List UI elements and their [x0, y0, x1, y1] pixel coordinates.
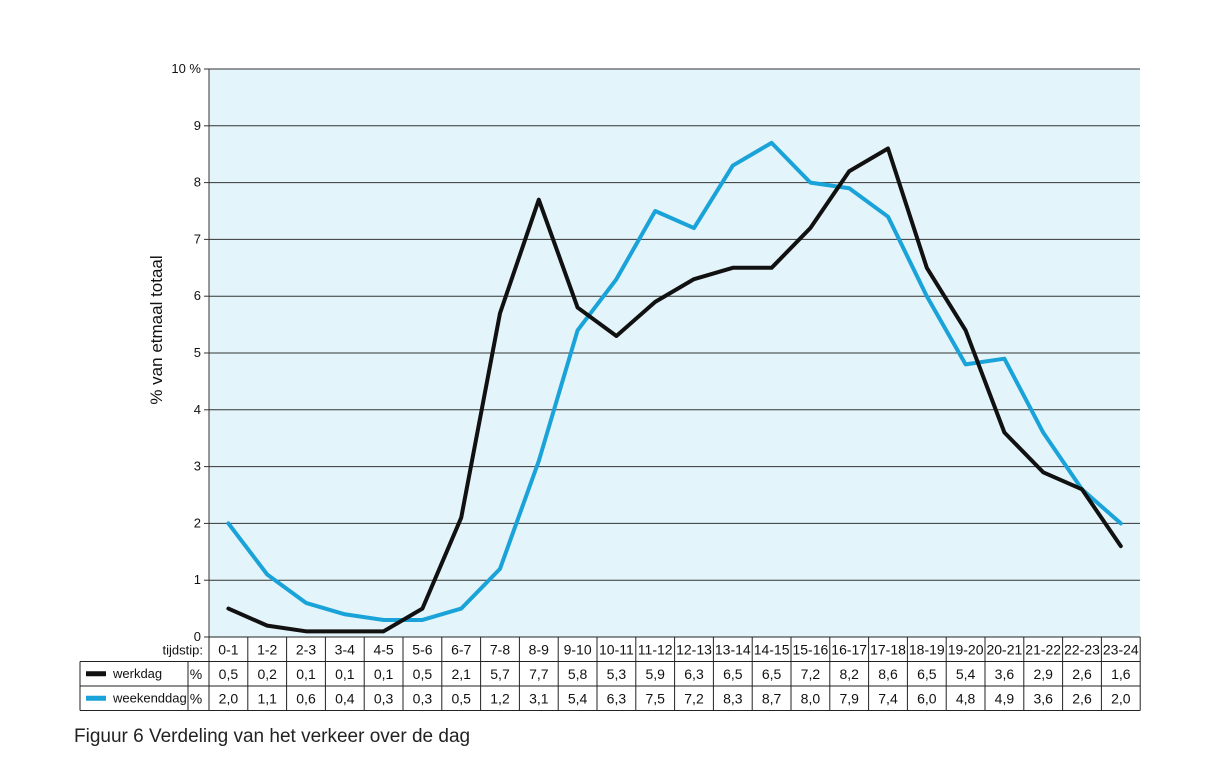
series-line-weekenddag: [226, 140, 1123, 622]
x-tick-label: 18-19: [909, 641, 945, 657]
table-cell-werkdag: 5,3: [607, 666, 627, 682]
table-cell-werkdag: 0,1: [374, 666, 394, 682]
table-cell-weekenddag: 2,0: [1111, 690, 1131, 706]
table-cell-weekenddag: 4,9: [995, 690, 1015, 706]
table-cell-werkdag: 6,5: [762, 666, 782, 682]
table-cell-weekenddag: 6,0: [917, 690, 937, 706]
unit-label: %: [190, 666, 202, 682]
table-cell-weekenddag: 7,9: [839, 690, 859, 706]
table-cell-weekenddag: 6,3: [607, 690, 627, 706]
y-tick-label: 8: [194, 175, 201, 190]
x-tick-label: 4-5: [373, 641, 393, 657]
y-tick-label: 3: [194, 459, 201, 474]
table-cell-werkdag: 7,7: [529, 666, 549, 682]
x-tick-label: 7-8: [490, 641, 510, 657]
x-tick-label: 14-15: [754, 641, 790, 657]
y-axis-label: % van etmaal totaal: [147, 255, 166, 404]
table-cell-weekenddag: 3,6: [1033, 690, 1053, 706]
x-tick-label: 15-16: [792, 641, 828, 657]
table-cell-weekenddag: 2,0: [219, 690, 239, 706]
x-tick-label: 5-6: [412, 641, 432, 657]
x-tick-label: 13-14: [715, 641, 751, 657]
table-cell-werkdag: 5,8: [568, 666, 588, 682]
figure-caption: Figuur 6 Verdeling van het verkeer over …: [74, 726, 471, 747]
table-cell-weekenddag: 4,8: [956, 690, 976, 706]
x-tick-label: 8-9: [529, 641, 549, 657]
table-cell-weekenddag: 1,1: [257, 690, 277, 706]
table-cell-werkdag: 0,2: [257, 666, 277, 682]
table-cell-werkdag: 6,3: [684, 666, 704, 682]
table-cell-weekenddag: 7,2: [684, 690, 704, 706]
x-tick-label: 9-10: [564, 641, 592, 657]
x-tick-label: 21-22: [1025, 641, 1061, 657]
x-tick-label: 17-18: [870, 641, 906, 657]
legend-label-weekenddag: weekenddag: [112, 690, 187, 705]
data-table: tijdstip: 0-1 1-2 2-3 3-4 4-5 5-6 6-7 7-8 8-9 9-10…: [79, 636, 1141, 711]
x-tick-label: 0-1: [218, 641, 238, 657]
table-cell-werkdag: 3,6: [995, 666, 1015, 682]
table-cell-weekenddag: 8,3: [723, 690, 743, 706]
table-cell-weekenddag: 0,5: [451, 690, 471, 706]
table-cell-werkdag: 0,1: [335, 666, 355, 682]
y-tick-label: 9: [194, 118, 201, 133]
table-cell-werkdag: 5,7: [490, 666, 510, 682]
y-tick-label: 2: [194, 515, 201, 530]
table-cell-werkdag: 0,5: [413, 666, 433, 682]
table-cell-werkdag: 2,6: [1072, 666, 1092, 682]
table-cell-werkdag: 0,5: [219, 666, 239, 682]
y-tick-label: 7: [194, 231, 201, 246]
y-tick-label: 10 %: [171, 61, 201, 76]
x-tick-label: 16-17: [831, 641, 867, 657]
table-cell-werkdag: 7,2: [801, 666, 821, 682]
y-tick-label: 1: [194, 572, 201, 587]
x-tick-label: 10-11: [599, 641, 634, 657]
x-tick-label: 20-21: [986, 641, 1022, 657]
y-tick-label: 6: [194, 288, 201, 303]
table-cell-weekenddag: 8,0: [801, 690, 821, 706]
series-lines: [226, 140, 1123, 634]
x-axis-prefix-label: tijdstip:: [163, 642, 203, 657]
legend-label-werkdag: werkdag: [112, 666, 162, 681]
table-cell-weekenddag: 0,3: [413, 690, 433, 706]
y-tick-label: 5: [194, 345, 201, 360]
x-tick-label: 3-4: [335, 641, 355, 657]
table-cell-weekenddag: 8,7: [762, 690, 782, 706]
table-cell-weekenddag: 5,4: [568, 690, 588, 706]
table-cell-werkdag: 8,2: [839, 666, 859, 682]
x-tick-label: 23-24: [1103, 641, 1139, 657]
x-tick-label: 19-20: [948, 641, 984, 657]
unit-label: %: [190, 690, 202, 706]
y-axis: 0 1 2 3 4 5 6 7 8 9 10 %: [171, 61, 210, 644]
table-cell-weekenddag: 1,2: [490, 690, 510, 706]
x-tick-label: 11-12: [638, 641, 673, 657]
x-tick-label: 2-3: [296, 641, 316, 657]
x-tick-label: 6-7: [451, 641, 471, 657]
table-cell-werkdag: 6,5: [917, 666, 937, 682]
table-cell-weekenddag: 2,6: [1072, 690, 1092, 706]
table-cell-werkdag: 5,9: [645, 666, 665, 682]
table-cell-werkdag: 2,9: [1033, 666, 1053, 682]
x-tick-label: 12-13: [676, 641, 712, 657]
y-tick-label: 0: [194, 629, 201, 644]
table-cell-werkdag: 6,5: [723, 666, 743, 682]
table-cell-werkdag: 0,1: [296, 666, 316, 682]
table-cell-werkdag: 2,1: [451, 666, 471, 682]
table-cell-weekenddag: 3,1: [529, 690, 549, 706]
table-cell-werkdag: 8,6: [878, 666, 898, 682]
table-cell-werkdag: 1,6: [1111, 666, 1131, 682]
x-tick-label: 1-2: [257, 641, 277, 657]
table-cell-weekenddag: 0,6: [296, 690, 316, 706]
y-tick-label: 4: [194, 402, 201, 417]
gridlines: [209, 68, 1140, 581]
series-line-werkdag: [226, 146, 1123, 634]
table-cell-weekenddag: 0,4: [335, 690, 355, 706]
table-cell-weekenddag: 0,3: [374, 690, 394, 706]
x-tick-label: 22-23: [1064, 641, 1100, 657]
table-cell-werkdag: 5,4: [956, 666, 976, 682]
table-cell-weekenddag: 7,4: [878, 690, 898, 706]
table-cell-weekenddag: 7,5: [645, 690, 665, 706]
